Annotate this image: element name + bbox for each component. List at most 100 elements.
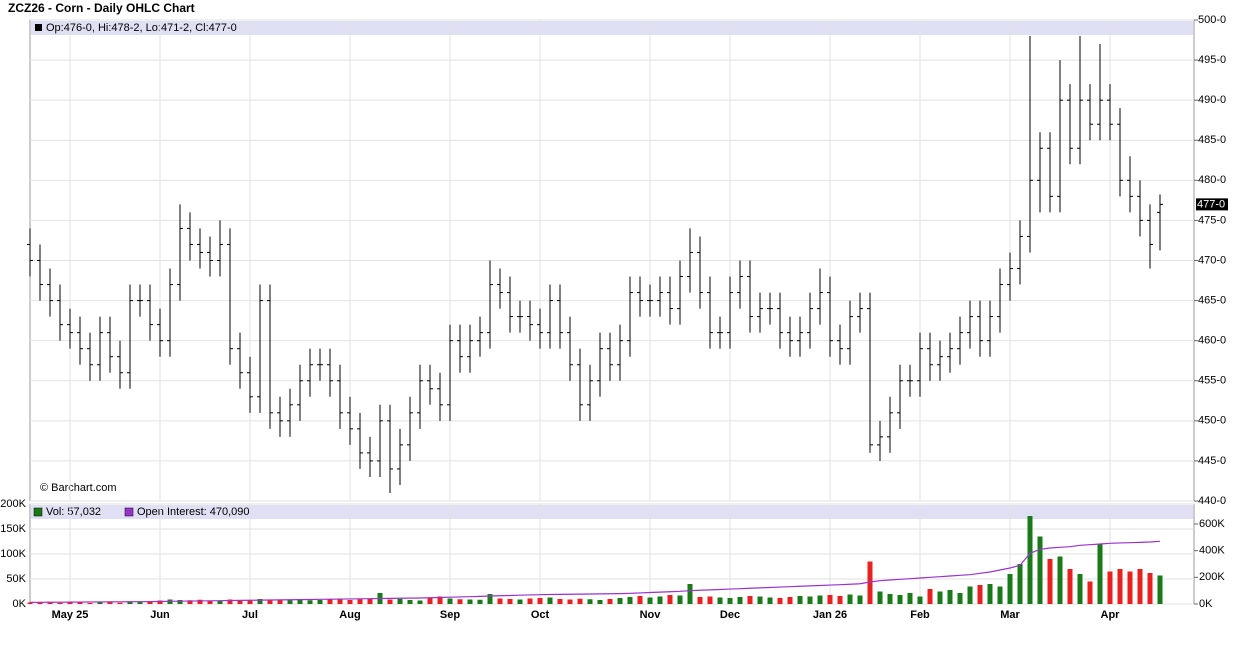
volume-bar	[1157, 575, 1163, 604]
x-tick-label: May 25	[52, 609, 89, 621]
volume-bar	[487, 594, 493, 604]
volume-bar	[707, 596, 713, 604]
volume-bar	[97, 602, 103, 604]
last-price-box	[1196, 198, 1228, 211]
volume-bar	[1137, 569, 1143, 604]
x-tick-label: Aug	[339, 609, 360, 621]
volume-bar	[927, 589, 933, 604]
volume-bar	[287, 599, 293, 604]
volume-bar	[1107, 571, 1113, 604]
volume-bar	[837, 596, 843, 604]
volume-bar	[827, 595, 833, 604]
volume-bar	[1067, 569, 1073, 604]
oi-line	[29, 540, 1161, 604]
volume-bar	[897, 595, 903, 604]
y-tick-label: 460-0	[1198, 335, 1226, 347]
volume-bar	[617, 598, 623, 604]
volume-bar	[667, 595, 673, 604]
volume-bar	[367, 598, 373, 604]
volume-bar	[817, 595, 823, 604]
volume-bar	[1127, 571, 1133, 604]
volume-bar	[587, 599, 593, 604]
volume-bar	[967, 586, 973, 604]
oi-legend: Open Interest: 470,090	[137, 506, 250, 518]
y-tick-label: 475-0	[1198, 214, 1226, 226]
x-tick-label: Dec	[720, 609, 740, 621]
volume-bar	[527, 598, 533, 604]
last-price-label: 477-0	[1197, 198, 1225, 210]
volume-bar	[657, 596, 663, 604]
volume-bar	[577, 598, 583, 604]
volume-bar	[787, 597, 793, 604]
volume-bar	[1087, 581, 1093, 604]
volume-bar	[317, 600, 323, 604]
volume-bar	[237, 600, 243, 604]
volume-bar	[937, 591, 943, 604]
volume-bar	[737, 597, 743, 604]
volume-tick-label: 200K	[0, 498, 26, 510]
volume-bar	[627, 597, 633, 604]
y-tick-label: 495-0	[1198, 54, 1226, 66]
volume-bar	[677, 595, 683, 604]
volume-bar	[137, 601, 143, 604]
volume-bar	[867, 561, 873, 604]
volume-swatch	[33, 507, 43, 517]
y-tick-label: 485-0	[1198, 134, 1226, 146]
volume-bar	[467, 599, 473, 604]
volume-bar	[757, 596, 763, 604]
y2-tick-label: 400K	[1199, 545, 1225, 557]
volume-tick-label: 150K	[0, 523, 26, 535]
volume-bar	[437, 596, 443, 604]
volume-bar	[957, 593, 963, 604]
y-tick-label: 450-0	[1198, 415, 1226, 427]
volume-bar	[727, 598, 733, 604]
volume-bar	[887, 594, 893, 604]
y-tick-label: 465-0	[1198, 294, 1226, 306]
volume-bar	[497, 598, 503, 604]
volume-bar	[597, 600, 603, 604]
volume-bar	[697, 597, 703, 604]
volume-bar	[327, 599, 333, 604]
volume-bar	[417, 600, 423, 604]
volume-bar	[1017, 564, 1023, 604]
volume-bar	[537, 598, 543, 604]
x-tick-label: Feb	[910, 609, 930, 621]
volume-bar	[127, 601, 133, 604]
volume-bar	[77, 602, 83, 604]
volume-bar	[257, 599, 263, 604]
volume-bar	[67, 602, 73, 604]
volume-tick-label: 0K	[13, 598, 27, 610]
volume-bar	[987, 584, 993, 604]
volume-bar	[977, 585, 983, 604]
volume-bar	[947, 590, 953, 604]
oi-swatch	[124, 507, 134, 517]
y-tick-label: 470-0	[1198, 254, 1226, 266]
x-tick-label: Oct	[531, 609, 550, 621]
x-tick-label: Nov	[640, 609, 662, 621]
y-tick-label: 490-0	[1198, 94, 1226, 106]
volume-bar	[1097, 544, 1103, 604]
x-tick-label: Jan 26	[813, 609, 847, 621]
volume-bar	[997, 586, 1003, 604]
volume-bar	[57, 602, 63, 604]
volume-bar	[397, 598, 403, 604]
volume-bar	[1117, 569, 1123, 604]
y-tick-label: 440-0	[1198, 495, 1226, 507]
volume-bar	[117, 602, 123, 604]
volume-bar	[507, 599, 513, 604]
volume-bar	[217, 600, 223, 604]
volume-bar	[777, 598, 783, 604]
volume-bar	[917, 596, 923, 604]
volume-bar	[337, 599, 343, 604]
y2-tick-label: 200K	[1199, 571, 1225, 583]
y-tick-label: 445-0	[1198, 455, 1226, 467]
volume-bar	[387, 599, 393, 604]
volume-bar	[47, 602, 53, 604]
watermark: © Barchart.com	[40, 482, 117, 494]
volume-bar	[1007, 574, 1013, 604]
volume-bar	[877, 591, 883, 604]
volume-bar	[807, 596, 813, 604]
volume-band	[31, 505, 1193, 519]
volume-bar	[177, 600, 183, 604]
